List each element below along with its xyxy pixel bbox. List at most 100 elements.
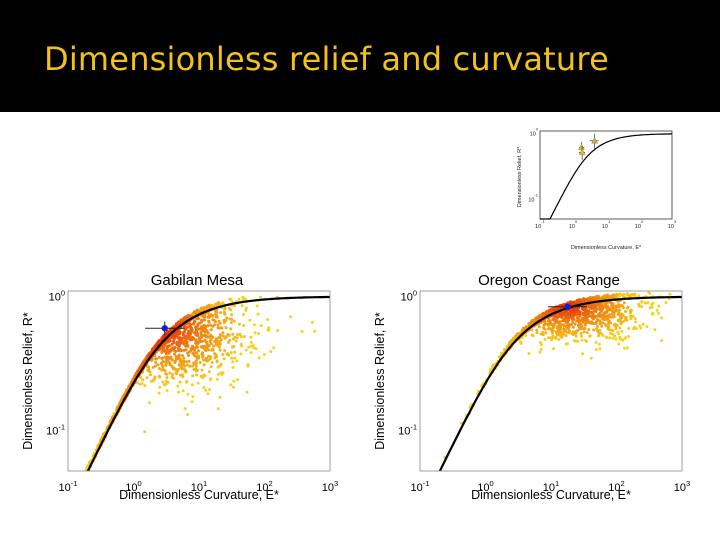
data-point bbox=[643, 301, 647, 305]
data-point bbox=[657, 304, 661, 308]
data-point bbox=[272, 346, 276, 350]
data-point bbox=[625, 306, 629, 310]
data-point bbox=[244, 306, 248, 310]
data-point bbox=[192, 368, 196, 371]
data-point bbox=[554, 335, 558, 339]
tick-labels-layer: 10-1 100 101 102 103 10-1 100 bbox=[46, 289, 338, 494]
data-point bbox=[618, 292, 622, 296]
data-point bbox=[180, 354, 184, 358]
data-point bbox=[594, 341, 598, 344]
model-curve bbox=[438, 295, 682, 471]
data-point bbox=[571, 325, 575, 329]
data-point bbox=[182, 367, 186, 371]
data-point bbox=[624, 318, 627, 322]
data-point bbox=[598, 329, 602, 332]
data-point bbox=[202, 373, 206, 377]
data-point bbox=[157, 355, 161, 359]
data-point bbox=[81, 479, 84, 482]
scatter-cloud bbox=[71, 295, 317, 504]
data-point bbox=[208, 388, 211, 392]
data-point bbox=[231, 385, 235, 389]
data-point bbox=[541, 333, 545, 337]
data-point bbox=[139, 375, 143, 379]
data-point bbox=[619, 320, 623, 324]
data-point bbox=[242, 324, 246, 327]
data-point bbox=[210, 348, 214, 352]
data-point bbox=[157, 340, 161, 344]
data-point bbox=[83, 474, 86, 477]
data-point bbox=[202, 363, 206, 367]
data-point bbox=[216, 407, 220, 411]
data-point bbox=[191, 322, 195, 326]
data-point bbox=[180, 336, 184, 340]
data-point bbox=[204, 388, 208, 392]
data-point bbox=[252, 346, 256, 350]
inset-plot-area: 10-1 100 101 102 103 10-1 100 bbox=[528, 127, 677, 230]
data-point bbox=[634, 320, 638, 324]
data-point bbox=[552, 347, 555, 351]
data-point bbox=[569, 323, 573, 327]
y-tick-label: 100 bbox=[401, 289, 417, 304]
data-point bbox=[582, 330, 586, 334]
data-point bbox=[515, 332, 519, 336]
data-point bbox=[580, 334, 584, 338]
data-point bbox=[199, 374, 203, 378]
data-point bbox=[176, 384, 180, 388]
data-point bbox=[215, 359, 219, 363]
data-point bbox=[229, 297, 233, 301]
data-point bbox=[624, 315, 627, 319]
data-point bbox=[175, 340, 179, 344]
data-point bbox=[209, 337, 213, 341]
data-point bbox=[584, 338, 588, 342]
data-point bbox=[80, 482, 83, 485]
data-point bbox=[255, 304, 259, 308]
data-point bbox=[613, 334, 617, 338]
inset-data-point bbox=[578, 143, 585, 150]
data-point bbox=[596, 325, 599, 328]
data-point bbox=[541, 330, 545, 334]
data-point bbox=[640, 305, 644, 309]
inset-chart: 10-1 100 101 102 103 10-1 100 Dimensionless Cu… bbox=[503, 125, 703, 251]
data-point bbox=[212, 344, 215, 348]
data-point bbox=[614, 337, 618, 341]
data-point bbox=[276, 329, 280, 332]
data-point bbox=[161, 335, 165, 339]
data-point bbox=[249, 340, 253, 344]
data-point bbox=[559, 323, 563, 327]
data-point bbox=[229, 383, 233, 387]
data-point bbox=[625, 346, 629, 350]
data-point bbox=[590, 320, 594, 324]
data-point bbox=[217, 319, 221, 323]
data-point bbox=[581, 352, 584, 356]
data-point bbox=[156, 363, 160, 367]
data-point bbox=[530, 320, 534, 324]
data-point bbox=[80, 483, 83, 486]
data-point bbox=[194, 351, 198, 355]
data-point bbox=[647, 291, 651, 295]
data-point bbox=[178, 380, 182, 384]
data-point bbox=[191, 351, 195, 355]
data-point bbox=[664, 301, 668, 305]
y-tick-label: 10-1 bbox=[46, 423, 65, 438]
data-point bbox=[215, 354, 218, 357]
data-point bbox=[242, 296, 246, 300]
data-point bbox=[209, 365, 213, 369]
data-point bbox=[627, 294, 631, 298]
data-point bbox=[232, 379, 236, 383]
data-point bbox=[78, 488, 81, 491]
data-point bbox=[191, 374, 195, 378]
inset-model-curve bbox=[540, 133, 672, 220]
data-point bbox=[617, 303, 621, 307]
data-point bbox=[157, 391, 161, 395]
data-point bbox=[161, 367, 165, 371]
data-point bbox=[227, 306, 231, 310]
data-point bbox=[209, 377, 213, 381]
data-point bbox=[598, 347, 602, 351]
data-point bbox=[213, 352, 217, 356]
data-point bbox=[71, 501, 74, 504]
x-tick-label: 101 bbox=[543, 479, 559, 494]
data-point bbox=[630, 293, 633, 296]
data-point bbox=[163, 369, 167, 373]
data-point bbox=[597, 312, 601, 316]
data-point bbox=[249, 344, 253, 348]
